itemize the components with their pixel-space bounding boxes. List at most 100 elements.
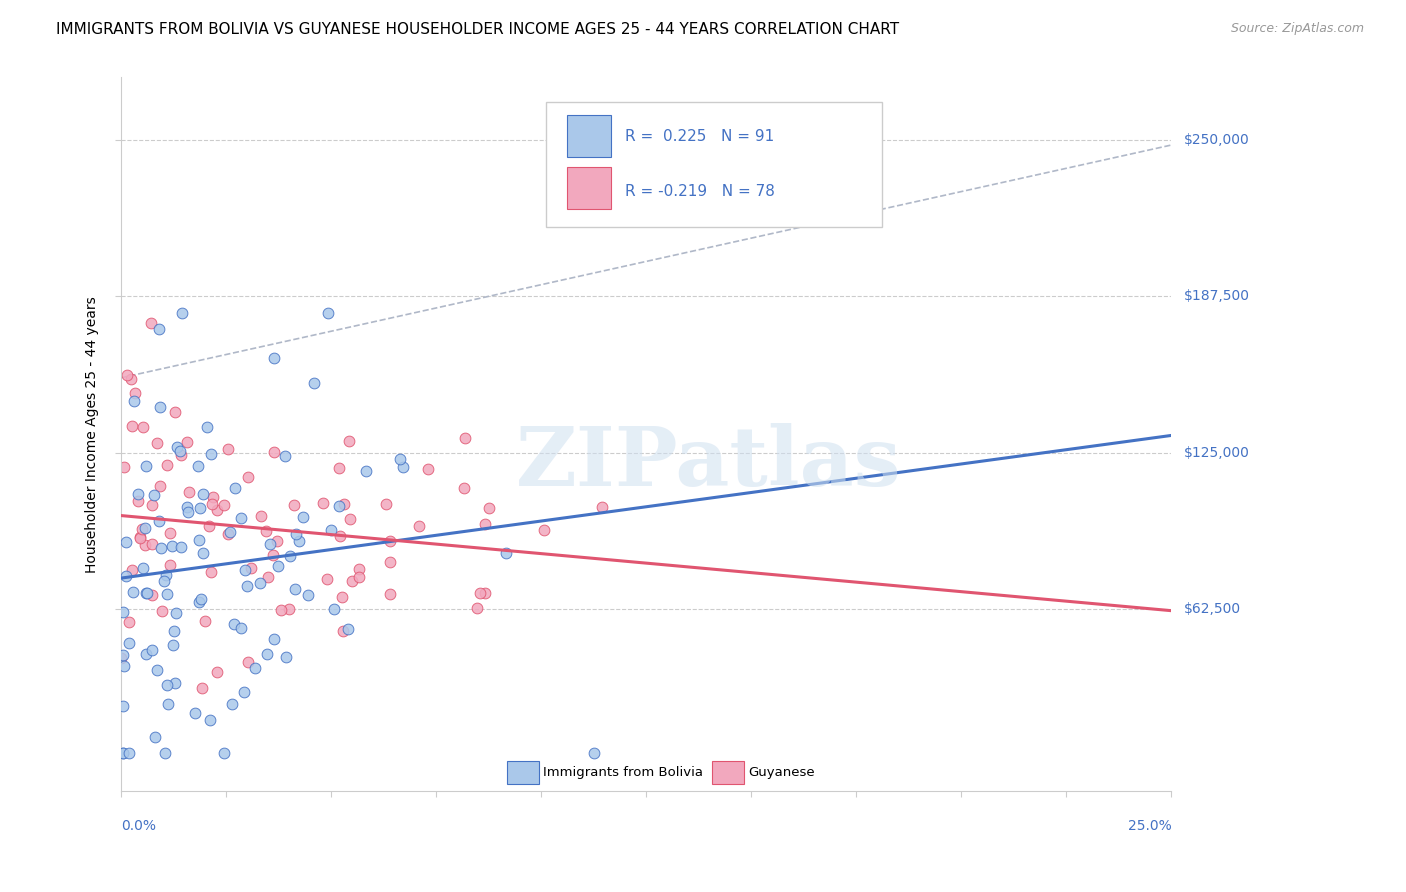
FancyBboxPatch shape: [567, 168, 612, 210]
Point: [195, 419, 218, 434]
Point: [122, 393, 145, 408]
Point: [274, 649, 297, 664]
Point: [141, 537, 163, 551]
Point: [149, 479, 172, 493]
Point: [120, 371, 142, 385]
Point: [135, 647, 157, 661]
Point: [198, 518, 221, 533]
Point: [297, 588, 319, 602]
Point: [127, 493, 149, 508]
Point: [259, 537, 281, 551]
Point: [112, 459, 135, 474]
Point: [127, 487, 149, 501]
Point: [188, 595, 211, 609]
Point: [380, 533, 402, 548]
Point: [249, 576, 271, 591]
Point: [278, 602, 301, 616]
Point: [454, 431, 477, 445]
Point: [135, 586, 157, 600]
Point: [316, 306, 339, 320]
Point: [238, 470, 260, 484]
Point: [114, 569, 136, 583]
Point: [115, 535, 138, 549]
Point: [141, 498, 163, 512]
Point: [143, 730, 166, 744]
FancyBboxPatch shape: [508, 761, 538, 784]
Point: [219, 524, 242, 539]
Point: [284, 582, 307, 597]
Point: [148, 514, 170, 528]
Text: $62,500: $62,500: [1184, 602, 1241, 616]
Point: [121, 563, 143, 577]
Point: [150, 604, 173, 618]
Point: [245, 661, 267, 675]
Text: Immigrants from Bolivia: Immigrants from Bolivia: [543, 766, 703, 779]
Point: [165, 606, 187, 620]
Point: [212, 747, 235, 761]
Point: [453, 481, 475, 495]
Point: [263, 445, 285, 459]
Point: [391, 460, 413, 475]
Point: [217, 527, 239, 541]
Point: [118, 615, 141, 630]
Point: [148, 322, 170, 336]
Point: [112, 699, 135, 714]
Point: [380, 555, 402, 569]
Point: [112, 747, 135, 761]
FancyBboxPatch shape: [713, 761, 744, 784]
Point: [416, 462, 439, 476]
Point: [378, 587, 401, 601]
Point: [201, 497, 224, 511]
Point: [132, 561, 155, 575]
Point: [141, 588, 163, 602]
Point: [135, 458, 157, 473]
Point: [266, 559, 288, 574]
Point: [408, 519, 430, 533]
Point: [231, 510, 253, 524]
Point: [149, 541, 172, 555]
Point: [134, 521, 156, 535]
Point: [333, 497, 356, 511]
Point: [165, 405, 187, 419]
Point: [146, 663, 169, 677]
Text: 25.0%: 25.0%: [1128, 820, 1171, 833]
Point: [214, 498, 236, 512]
Point: [233, 563, 256, 577]
Point: [169, 541, 191, 555]
Point: [323, 602, 346, 616]
Point: [224, 481, 246, 495]
Y-axis label: Householder Income Ages 25 - 44 years: Householder Income Ages 25 - 44 years: [86, 296, 100, 573]
Point: [342, 574, 364, 588]
Text: $125,000: $125,000: [1184, 446, 1250, 460]
Point: [176, 435, 198, 450]
Point: [194, 614, 217, 628]
Point: [592, 500, 614, 514]
Point: [222, 617, 245, 632]
Point: [285, 526, 308, 541]
Point: [302, 376, 325, 390]
Point: [117, 368, 139, 382]
Point: [169, 443, 191, 458]
Point: [162, 638, 184, 652]
Point: [111, 606, 134, 620]
Point: [205, 665, 228, 680]
Point: [319, 523, 342, 537]
Point: [160, 539, 183, 553]
Point: [188, 533, 211, 548]
Point: [135, 586, 157, 600]
Point: [177, 485, 200, 500]
Point: [465, 601, 488, 615]
Point: [312, 496, 335, 510]
Point: [337, 434, 360, 449]
Point: [188, 500, 211, 515]
Point: [474, 585, 496, 599]
Text: ZIPatlas: ZIPatlas: [516, 423, 901, 503]
Point: [190, 592, 212, 607]
Point: [495, 546, 517, 560]
Point: [111, 747, 134, 761]
Point: [337, 622, 360, 636]
Text: Guyanese: Guyanese: [748, 766, 814, 779]
FancyBboxPatch shape: [547, 103, 883, 227]
Point: [176, 500, 198, 514]
Text: 0.0%: 0.0%: [121, 820, 156, 833]
